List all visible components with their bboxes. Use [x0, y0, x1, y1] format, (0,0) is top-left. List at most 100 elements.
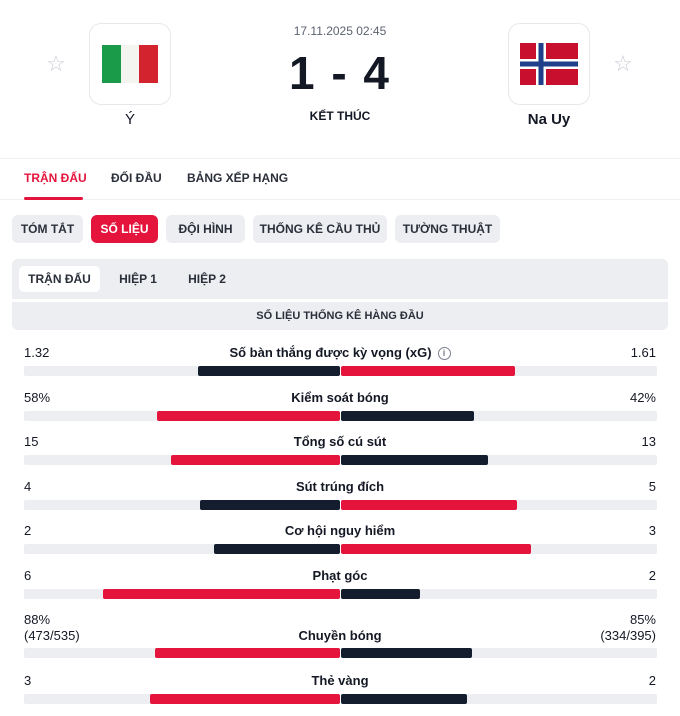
stat-away-value: 3: [648, 523, 656, 538]
stat-label: Thẻ vàng: [140, 673, 540, 688]
stat-home-bar-track: [24, 694, 340, 704]
period-first-half[interactable]: HIỆP 1: [119, 272, 157, 286]
favorite-home-star-icon[interactable]: ☆: [46, 51, 66, 76]
subtab-stats[interactable]: SỐ LIỆU: [91, 215, 158, 243]
stat-label-text: Cơ hội nguy hiểm: [284, 523, 396, 538]
stat-away-bar-track: [341, 411, 657, 421]
stat-away-bar: [341, 366, 515, 376]
period-full-match[interactable]: TRẬN ĐẤU: [19, 266, 100, 292]
period-switch: TRẬN ĐẤU HIỆP 1 HIỆP 2: [12, 259, 668, 299]
stat-label-text: Phạt góc: [312, 568, 368, 583]
stat-away-bar: [341, 589, 420, 599]
stat-row: 3 Thẻ vàng 2: [0, 673, 680, 707]
stat-home-bar: [171, 455, 340, 465]
stat-home-value: 58%: [24, 390, 51, 405]
match-score: 1 - 4: [288, 47, 392, 99]
stat-home-bar-track: [24, 411, 340, 421]
stat-row: 1.32 Số bàn thắng được kỳ vọng (xG) i 1.61: [0, 345, 680, 379]
stat-row: 2 Cơ hội nguy hiểm 3: [0, 523, 680, 557]
stat-home-bar: [150, 694, 340, 704]
subtab-summary[interactable]: TÓM TẮT: [12, 215, 83, 243]
stat-away-value: 13: [641, 434, 656, 449]
period-second-half[interactable]: HIỆP 2: [188, 272, 226, 286]
stat-row: 15 Tổng số cú sút 13: [0, 434, 680, 468]
stat-home-value: 88%: [24, 612, 51, 627]
stat-home-bar: [200, 500, 340, 510]
match-datetime: 17.11.2025 02:45: [293, 24, 387, 38]
stat-home-value: 3: [24, 673, 32, 688]
stat-label-text: Sút trúng đích: [295, 479, 385, 494]
match-header: ☆ Ý 17.11.2025 02:45 1 - 4 KẾT THÚC Na U…: [0, 0, 680, 158]
stat-away-bar: [341, 500, 517, 510]
stat-away-value: 2: [648, 673, 656, 688]
stat-label: Số bàn thắng được kỳ vọng (xG) i: [140, 345, 540, 360]
tab-match[interactable]: TRẬN ĐẤU: [24, 171, 87, 185]
favorite-away-star-icon[interactable]: ☆: [613, 51, 633, 76]
stat-label: Kiểm soát bóng: [140, 390, 540, 405]
stat-away-value: 85%: [629, 612, 656, 627]
stat-away-bar-track: [341, 500, 657, 510]
stat-away-bar-track: [341, 648, 657, 658]
stat-home-value: 4: [24, 479, 32, 494]
stat-away-bar-track: [341, 544, 657, 554]
tab-standings[interactable]: BẢNG XẾP HẠNG: [187, 171, 289, 185]
stat-label: Phạt góc: [140, 568, 540, 583]
stat-home-bar-track: [24, 648, 340, 658]
stat-away-subvalue: (334/395): [600, 628, 656, 643]
stat-home-value: 15: [24, 434, 39, 449]
italy-flag-icon: [102, 45, 158, 83]
stat-label: Tổng số cú sút: [140, 434, 540, 449]
stat-away-bar: [341, 544, 531, 554]
match-status: KẾT THÚC: [309, 109, 371, 123]
stat-home-value: 2: [24, 523, 32, 538]
norway-flag-icon: [520, 43, 578, 85]
subtab-lineups[interactable]: ĐỘI HÌNH: [166, 215, 245, 243]
stat-away-bar: [341, 648, 472, 658]
stat-row: 6 Phạt góc 2: [0, 568, 680, 602]
stat-away-value: 42%: [629, 390, 656, 405]
stat-label-text: Chuyền bóng: [298, 628, 382, 643]
stat-label-text: Tổng số cú sút: [293, 434, 387, 449]
stat-label-text: Thẻ vàng: [311, 673, 369, 688]
stat-label: Chuyền bóng: [140, 628, 540, 643]
stat-away-bar: [341, 455, 488, 465]
stat-home-subvalue: (473/535): [24, 628, 80, 643]
stat-row: 88% (473/535) Chuyền bóng 85% (334/395): [0, 612, 680, 658]
stat-home-value: 6: [24, 568, 32, 583]
tab-head-to-head[interactable]: ĐỐI ĐẦU: [111, 171, 162, 185]
stat-home-bar: [214, 544, 340, 554]
stat-home-bar: [157, 411, 340, 421]
stat-home-value: 1.32: [24, 345, 50, 360]
stat-away-value: 2: [648, 568, 656, 583]
home-team-badge[interactable]: [89, 23, 171, 105]
stat-away-bar: [341, 411, 474, 421]
stat-label-text: Kiểm soát bóng: [291, 390, 389, 405]
away-team-name[interactable]: Na Uy: [527, 111, 571, 128]
stat-row: 58% Kiểm soát bóng 42%: [0, 390, 680, 424]
stat-away-bar: [341, 694, 467, 704]
stat-home-bar-track: [24, 455, 340, 465]
stat-row: 4 Sút trúng đích 5: [0, 479, 680, 513]
stat-home-bar-track: [24, 366, 340, 376]
stat-away-bar-track: [341, 366, 657, 376]
stat-away-value: 1.61: [630, 345, 656, 360]
stat-away-bar-track: [341, 589, 657, 599]
stat-home-bar: [155, 648, 340, 658]
stat-label: Cơ hội nguy hiểm: [140, 523, 540, 538]
section-title: SỐ LIỆU THỐNG KÊ HÀNG ĐẦU: [12, 302, 668, 330]
info-icon[interactable]: i: [437, 347, 451, 360]
active-tab-indicator: [24, 197, 83, 200]
stat-home-bar: [198, 366, 340, 376]
stat-away-value: 5: [648, 479, 656, 494]
stat-label: Sút trúng đích: [140, 479, 540, 494]
home-team-name[interactable]: Ý: [124, 111, 135, 128]
stat-away-bar-track: [341, 694, 657, 704]
away-team-badge[interactable]: [508, 23, 590, 105]
main-tabs: TRẬN ĐẤU ĐỐI ĐẦU BẢNG XẾP HẠNG: [0, 158, 680, 200]
stat-home-bar-track: [24, 500, 340, 510]
subtab-commentary[interactable]: TƯỜNG THUẬT: [395, 215, 500, 243]
stat-home-bar-track: [24, 544, 340, 554]
stat-home-bar: [103, 589, 340, 599]
subtab-player-stats[interactable]: THỐNG KÊ CẦU THỦ: [253, 215, 387, 243]
